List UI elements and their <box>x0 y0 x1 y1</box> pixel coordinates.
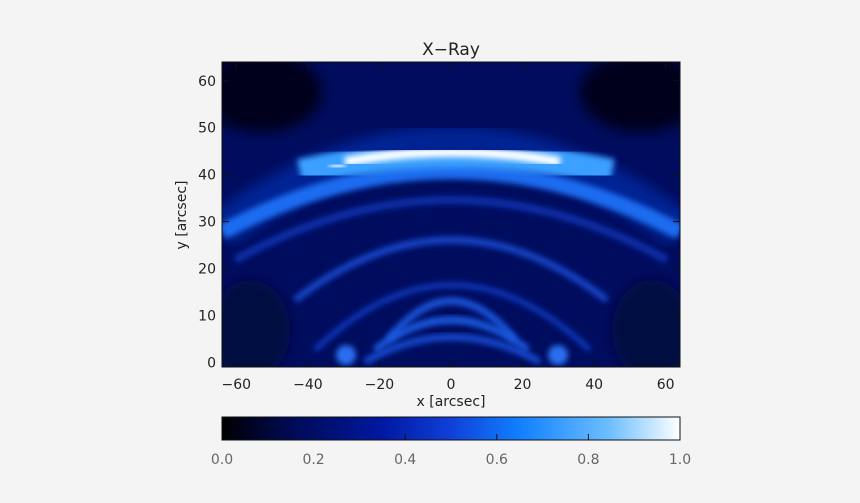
y-axis-label: y [arcsec] <box>174 181 190 250</box>
x-axis-label: x [arcsec] <box>417 394 486 410</box>
outer-arc <box>222 163 680 240</box>
outer-shell-arc <box>233 196 669 264</box>
x-tick-label: −20 <box>365 377 395 393</box>
y-tick-label: 50 <box>198 121 216 137</box>
colorbar <box>221 416 681 441</box>
x-tick-label: 40 <box>585 377 603 393</box>
x-tick-label: −60 <box>222 377 252 393</box>
colorbar-tick-label: 0.2 <box>302 452 324 468</box>
colorbar-tick-label: 0.8 <box>577 452 599 468</box>
y-tick-label: 60 <box>198 74 216 90</box>
x-tick-label: 0 <box>447 377 456 393</box>
bright-loop-core <box>344 147 561 167</box>
colorbar-tick-label: 1.0 <box>669 452 691 468</box>
small-arc-1 <box>385 297 518 343</box>
y-tick-label: 30 <box>198 215 216 231</box>
y-axis-ticks: 0 10 20 30 40 50 60 <box>198 74 680 371</box>
x-tick-label: −40 <box>293 377 323 393</box>
dark-corner-left <box>222 62 322 132</box>
small-arc-2 <box>372 316 531 353</box>
x-tick-label: 60 <box>657 377 675 393</box>
colorbar-tick-label: 0.6 <box>486 452 508 468</box>
dark-bottom-left <box>222 280 290 367</box>
dark-corner-right <box>580 62 680 132</box>
footpoint-left <box>336 345 356 365</box>
footpoint-right <box>548 345 568 365</box>
dark-bottom-right <box>612 280 680 367</box>
y-tick-label: 0 <box>207 355 216 371</box>
colorbar-tick-label: 0.4 <box>394 452 416 468</box>
x-axis-ticks: −60 −40 −20 0 20 40 60 <box>222 62 675 393</box>
heatmap-image <box>222 62 680 367</box>
colorbar-ticks: 0.0 0.2 0.4 0.6 0.8 1.0 <box>211 434 691 468</box>
inner-arc <box>312 282 593 353</box>
y-tick-label: 10 <box>198 308 216 324</box>
x-tick-label: 20 <box>514 377 532 393</box>
colorbar-tick-label: 0.0 <box>211 452 233 468</box>
y-tick-label: 20 <box>198 261 216 277</box>
chart-title: X−Ray <box>422 40 480 60</box>
middle-arc <box>292 236 610 303</box>
bright-loop-left-end <box>329 161 346 171</box>
small-arc-3 <box>363 333 542 366</box>
y-tick-label: 40 <box>198 168 216 184</box>
